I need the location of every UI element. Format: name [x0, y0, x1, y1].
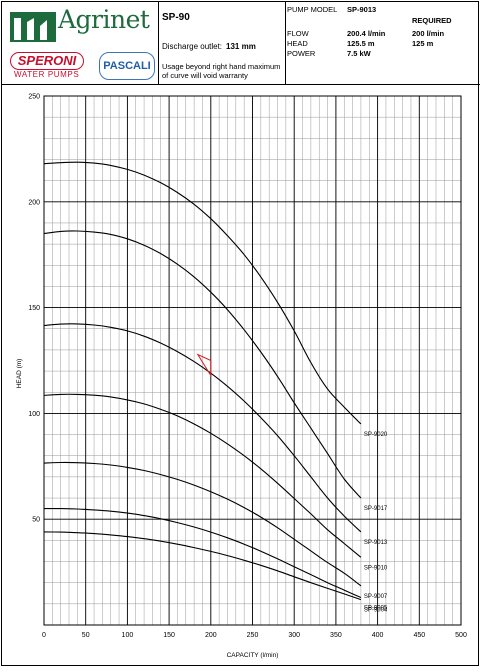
x-axis-label: CAPACITY (l/min) [227, 652, 279, 659]
curve-label-sp-9017: SP-9017 [364, 506, 388, 512]
curve-label-sp-9005: SP-9005 [364, 605, 388, 611]
curve-sp-9017 [43, 230, 362, 499]
flow-label: FLOW [287, 29, 309, 38]
speroni-logo: SPERONI [10, 52, 84, 70]
pascali-logo: PASCALI [99, 52, 155, 80]
x-tick-label: 500 [455, 632, 467, 639]
y-tick-label: 50 [32, 517, 40, 524]
curve-label-sp-9020: SP-9020 [364, 432, 388, 438]
curve-label-sp-9010: SP-9010 [364, 565, 388, 571]
y-tick-label: 150 [28, 305, 40, 312]
curve-sp-9010 [43, 393, 362, 558]
x-tick-label: 50 [82, 632, 90, 639]
power-value: 7.5 kW [347, 49, 371, 58]
curve-sp-9004 [43, 531, 362, 601]
x-tick-label: 350 [330, 632, 342, 639]
curve-sp-9007 [43, 461, 362, 587]
y-axis-label: HEAD (m) [16, 359, 23, 389]
required-label: REQUIRED [412, 16, 452, 25]
flow-value: 200.4 l/min [347, 29, 386, 38]
x-tick-label: 100 [122, 632, 134, 639]
x-tick-label: 300 [288, 632, 300, 639]
chart-area: 0 50 100 150 200 250 300 350 400 450 500 50 100 150 20… [2, 84, 480, 667]
head-value: 125.5 m [347, 39, 375, 48]
warning-line-1: Usage beyond right hand maximum [162, 62, 281, 71]
duty-point-marker [196, 353, 212, 378]
y-tick-label: 250 [28, 94, 40, 101]
logo-panel: Agrinet SPERONI WATER PUMPS PASCALI [2, 2, 159, 84]
curve-sp-9005 [43, 508, 362, 599]
warning-line-2: of curve will void warranty [162, 71, 248, 80]
power-label: POWER [287, 49, 316, 58]
head-required: 125 m [412, 39, 434, 48]
model-panel: SP-90 Discharge outlet: 131 mm Usage beyo… [158, 2, 286, 84]
curve-label-sp-9007: SP-9007 [364, 594, 388, 600]
plot-frame [43, 95, 462, 626]
spec-panel: PUMP MODEL SP-9013 REQUIRED FLOW 200.4 l… [285, 2, 480, 84]
x-tick-label: 150 [163, 632, 175, 639]
speroni-subtitle: WATER PUMPS [14, 70, 80, 79]
pump-model-label: PUMP MODEL [287, 5, 338, 14]
head-label: HEAD [287, 39, 308, 48]
x-tick-label: 250 [247, 632, 259, 639]
x-tick-label: 0 [42, 632, 46, 639]
x-tick-label: 400 [372, 632, 384, 639]
agrinet-logo-icon [10, 12, 56, 42]
header: Agrinet SPERONI WATER PUMPS PASCALI SP-9… [2, 2, 480, 85]
model-family: SP-90 [162, 12, 190, 23]
discharge-value: 131 mm [226, 42, 256, 51]
discharge-label: Discharge outlet: [162, 42, 223, 51]
curve-sp-9020 [43, 161, 362, 425]
curve-label-sp-9004: SP-9004 [364, 608, 388, 614]
curve-sp-9013 [43, 323, 362, 533]
flow-required: 200 l/min [412, 29, 445, 38]
pump-model-value: SP-9013 [347, 5, 377, 14]
warranty-warning: Usage beyond right hand maximum of curve… [162, 62, 280, 80]
y-tick-label: 100 [28, 411, 40, 418]
y-tick-label: 200 [28, 199, 40, 206]
curve-label-sp-9013: SP-9013 [364, 540, 388, 546]
x-tick-label: 200 [205, 632, 217, 639]
brand-name: Agrinet [58, 5, 150, 34]
pump-performance-chart: 0 50 100 150 200 250 300 350 400 450 500 50 100 150 20… [16, 94, 467, 660]
discharge-outlet: Discharge outlet: 131 mm [162, 42, 256, 51]
x-tick-label: 450 [413, 632, 425, 639]
